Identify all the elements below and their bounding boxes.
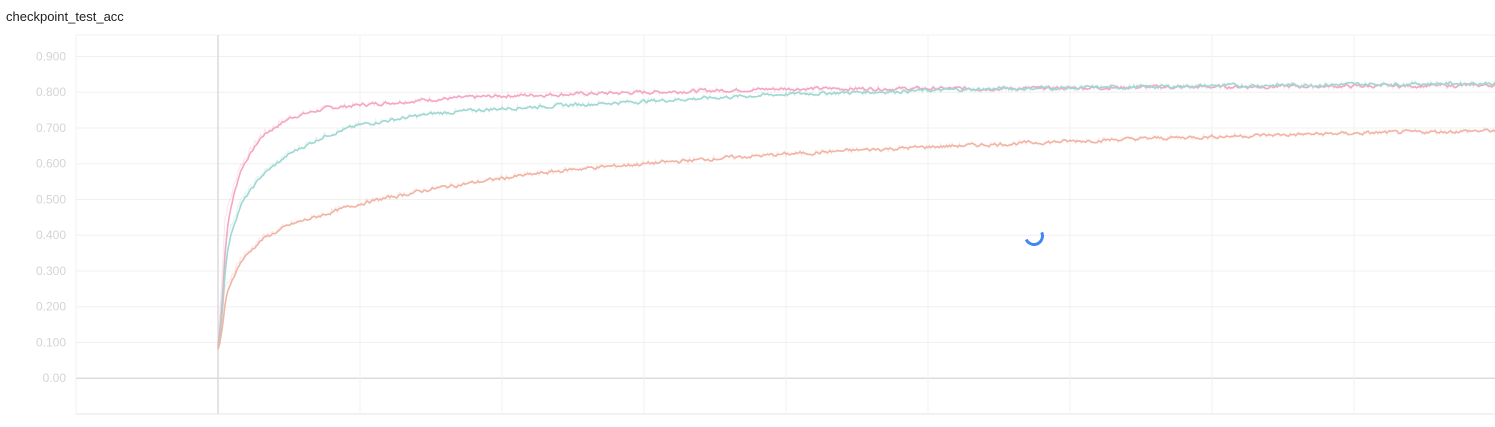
chart-title: checkpoint_test_acc	[6, 9, 124, 24]
series-2-line	[217, 128, 1495, 350]
series-lines	[217, 78, 1495, 350]
series-1-raw-line	[217, 78, 1495, 348]
y-tick-label: 0.300	[36, 264, 66, 278]
y-tick-labels: 0.900 0.800 0.700 0.600 0.500 0.400 0.300 0.200…	[36, 49, 66, 385]
grid	[76, 34, 1495, 415]
y-tick-label: 0.00	[43, 371, 67, 385]
y-tick-label: 0.800	[36, 85, 66, 99]
y-tick-label: 0.400	[36, 228, 66, 242]
series-2-raw-line	[217, 126, 1495, 349]
y-tick-label: 0.700	[36, 121, 66, 135]
y-tick-label: 0.600	[36, 157, 66, 171]
series-1-line	[217, 81, 1495, 350]
y-tick-label: 0.100	[36, 335, 66, 349]
y-tick-label: 0.500	[36, 192, 66, 206]
y-tick-label: 0.200	[36, 300, 66, 314]
y-tick-label: 0.900	[36, 49, 66, 63]
